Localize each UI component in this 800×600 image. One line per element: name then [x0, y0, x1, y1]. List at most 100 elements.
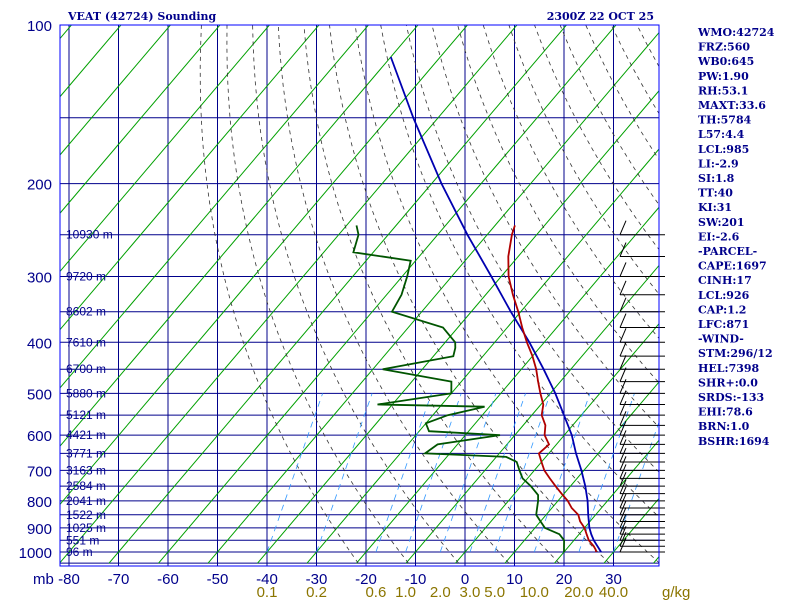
wind-barb: [619, 420, 665, 436]
height-label: 6700 m: [66, 362, 106, 376]
isotherm-line: [753, 1, 800, 563]
barb-flag: [619, 328, 627, 343]
wind-barb: [619, 479, 665, 495]
stat-line: EI:-2.6: [698, 230, 740, 243]
wind-barb: [619, 439, 665, 454]
height-label: 551 m: [66, 533, 99, 547]
temperature-tick-label: -70: [108, 571, 130, 588]
barb-flag: [619, 456, 627, 471]
mixing-ratio-label: 40.0: [599, 584, 628, 600]
mixing-ratio-label: 5.0: [484, 584, 505, 600]
wind-barb: [619, 379, 665, 394]
barb-flag: [619, 400, 627, 416]
wind-barb: [619, 242, 665, 258]
barb-flag: [619, 507, 627, 522]
mixing-ratio-label: 1.0: [395, 584, 416, 600]
barb-flag: [619, 486, 627, 502]
isotherm-line: [356, 206, 659, 564]
wind-barb: [619, 519, 665, 535]
temperature-line: [507, 225, 598, 553]
plot-frame: [59, 24, 660, 567]
wind-barb: [619, 493, 665, 509]
temperature-tick-label: 20: [556, 571, 573, 588]
mixing-ratio-label: 2.0: [430, 584, 451, 600]
isotherm-line: [60, 25, 172, 156]
mixing-ratio-label: 10.0: [520, 584, 549, 600]
wind-barb: [619, 297, 665, 313]
isotherm-line: [504, 381, 659, 564]
dry-adiabat: [252, 25, 460, 564]
parcel-line: [389, 56, 602, 553]
barb-flag: [619, 220, 627, 235]
wind-barb: [619, 400, 665, 416]
wind-barbs: [619, 220, 665, 553]
stat-line: LCL:985: [698, 143, 749, 156]
stat-line: LFC:871: [698, 318, 749, 331]
stat-line: -PARCEL-: [698, 245, 757, 258]
barb-flag: [619, 464, 627, 479]
stat-line: CINH:17: [698, 274, 752, 287]
stat-line: SI:1.8: [698, 172, 735, 185]
barb-flag: [619, 447, 627, 463]
temperature-tick-label: -80: [58, 571, 80, 588]
stat-line: -WIND-: [698, 333, 744, 346]
mixing-ratio-label: 0.1: [257, 584, 278, 600]
temperature-tick-label: -60: [157, 571, 179, 588]
stat-line: WB0:645: [697, 55, 754, 68]
isotherm-line: [554, 439, 659, 564]
stat-line: STM:296/12: [698, 347, 773, 360]
stat-line: CAP:1.2: [698, 303, 746, 316]
dry-adiabat: [482, 25, 659, 339]
dry-adiabat: [199, 25, 359, 564]
height-label: 8602 m: [66, 305, 106, 319]
dry-adiabat: [226, 25, 409, 564]
mixing-ratio-label: 20.0: [564, 584, 593, 600]
isotherm-line: [257, 90, 659, 564]
temperature-tick-label: -40: [256, 571, 278, 588]
profile-lines: [352, 56, 602, 553]
pressure-unit-label: mb: [33, 571, 54, 588]
barb-flag: [619, 430, 627, 445]
dry-adiabat: [277, 25, 510, 564]
isotherm-line: [405, 264, 659, 564]
wind-barb: [619, 430, 665, 445]
wind-barb: [619, 313, 665, 329]
isotherm-line: [60, 25, 271, 273]
height-label: 3771 m: [66, 446, 106, 460]
isotherm-line: [60, 25, 221, 214]
barb-flag: [619, 341, 627, 357]
wind-barb: [619, 341, 665, 357]
height-label: 5121 m: [66, 408, 106, 422]
stat-line: CAPE:1697: [698, 260, 767, 273]
isotherm-line: [60, 25, 518, 564]
barb-flag: [619, 479, 627, 494]
stat-line: RH:53.1: [698, 84, 748, 97]
wind-barb: [619, 367, 665, 383]
barb-flag: [619, 513, 627, 529]
barb-flag: [619, 313, 627, 328]
pressure-tick-label: 200: [27, 177, 52, 194]
stat-line: TH:5784: [698, 114, 752, 127]
temperature-tick-label: -20: [355, 571, 377, 588]
barb-flag: [619, 500, 627, 516]
height-label: 3163 m: [66, 463, 106, 477]
pressure-tick-label: 500: [27, 386, 52, 403]
barb-flag: [619, 262, 627, 277]
wind-barb: [619, 220, 665, 236]
stat-line: FRZ:560: [698, 41, 750, 54]
pressure-tick-label: 1000: [19, 545, 52, 562]
plot-background: [60, 25, 659, 566]
stat-line: HEL:7398: [698, 362, 760, 375]
stat-line: BSHR:1694: [698, 435, 770, 448]
barb-flag: [619, 390, 627, 405]
wind-barb: [619, 513, 665, 529]
isotherm-line: [60, 25, 122, 98]
stat-line: LCL:926: [698, 289, 750, 302]
stat-line: SHR+:0.0: [698, 376, 758, 389]
height-label: 2584 m: [66, 479, 106, 493]
height-label: 10930 m: [66, 228, 113, 242]
wind-barb: [619, 447, 665, 463]
temperature-tick-label: -30: [306, 571, 328, 588]
barb-flag: [619, 439, 627, 454]
barb-flag: [619, 537, 627, 553]
